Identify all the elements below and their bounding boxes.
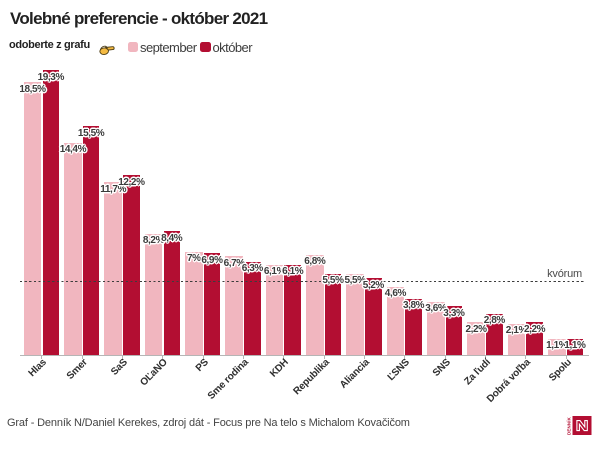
svg-text:DENNÍK: DENNÍK	[567, 416, 572, 435]
